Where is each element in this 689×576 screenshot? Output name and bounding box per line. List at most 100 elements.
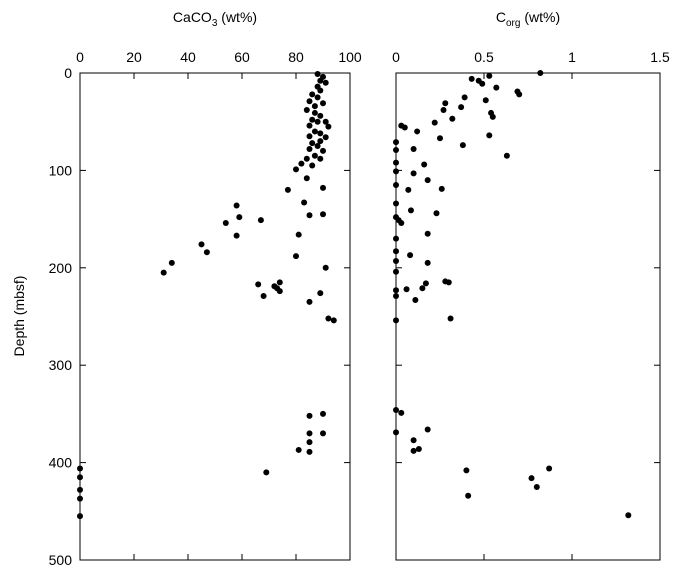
point [306, 430, 313, 437]
point [309, 91, 316, 98]
point [486, 132, 493, 139]
point [276, 288, 283, 295]
point [479, 80, 486, 87]
point [410, 170, 417, 177]
point [77, 495, 83, 502]
point [198, 241, 205, 248]
point [77, 465, 83, 472]
point [314, 143, 321, 150]
x-tick-label: 0 [76, 49, 84, 65]
point [468, 75, 475, 82]
point [412, 296, 419, 303]
point [393, 200, 399, 207]
point [322, 134, 329, 141]
point [325, 315, 332, 322]
point [320, 430, 326, 437]
point [306, 412, 313, 419]
point [424, 259, 431, 266]
point [447, 315, 454, 322]
point [317, 112, 324, 119]
point [293, 253, 299, 260]
point [424, 426, 431, 433]
x-tick-label: 1 [568, 49, 576, 65]
point [325, 123, 332, 130]
point [311, 103, 318, 110]
point [222, 219, 229, 226]
point [410, 447, 417, 454]
x-axis-label-part: (wt%) [217, 9, 257, 25]
point [257, 217, 264, 224]
point [311, 109, 318, 116]
point [306, 212, 313, 219]
point [309, 162, 316, 169]
point [317, 130, 324, 137]
point [403, 286, 410, 293]
point [293, 166, 299, 173]
point [393, 168, 399, 175]
x-tick-label: 0.5 [474, 49, 494, 65]
point [284, 186, 291, 193]
point [393, 293, 399, 300]
point [276, 279, 283, 286]
point [311, 152, 318, 159]
y-tick-label: 300 [49, 357, 73, 373]
y-tick-label: 400 [49, 455, 73, 471]
x-tick-label: 20 [126, 49, 142, 65]
point [303, 175, 310, 182]
point [314, 94, 321, 101]
point [401, 124, 408, 131]
y-tick-label: 100 [49, 162, 73, 178]
point [309, 140, 316, 147]
point [306, 98, 313, 105]
point [160, 269, 167, 276]
point [303, 155, 310, 162]
point [449, 115, 456, 122]
point [233, 202, 240, 209]
x-tick-label: 80 [288, 49, 304, 65]
point [317, 138, 324, 145]
point [533, 483, 540, 490]
point [255, 281, 262, 288]
point [422, 280, 429, 287]
y-axis-label: Depth (mbsf) [11, 276, 27, 357]
point [317, 87, 324, 94]
plot-frame [79, 72, 351, 561]
point [410, 437, 417, 444]
point [537, 70, 544, 76]
x-axis-label-part: (wt%) [520, 9, 560, 25]
point [528, 475, 535, 482]
point [233, 232, 240, 239]
point [263, 469, 270, 476]
point [306, 133, 313, 140]
point [424, 177, 431, 184]
point [546, 465, 553, 472]
point [320, 147, 326, 154]
point [393, 429, 399, 436]
point [393, 407, 399, 414]
x-tick-label: 40 [180, 49, 196, 65]
point [415, 445, 422, 452]
point [463, 467, 470, 474]
point [77, 486, 83, 493]
point [461, 94, 468, 101]
point [393, 317, 399, 324]
point [482, 97, 489, 104]
y-tick-label: 0 [64, 65, 72, 81]
point [398, 409, 405, 416]
point [306, 448, 313, 455]
x-axis-label-part: 3 [212, 18, 218, 29]
point [260, 293, 267, 300]
point [306, 298, 313, 305]
point [393, 257, 399, 264]
point [421, 161, 428, 168]
x-tick-label: 1.5 [650, 49, 670, 65]
point [398, 219, 405, 226]
point [77, 474, 83, 481]
point [424, 230, 431, 237]
point [445, 279, 452, 286]
x-axis-label-part: org [506, 18, 520, 29]
y-tick-label: 500 [49, 552, 73, 568]
point [438, 185, 445, 192]
point [431, 119, 438, 126]
